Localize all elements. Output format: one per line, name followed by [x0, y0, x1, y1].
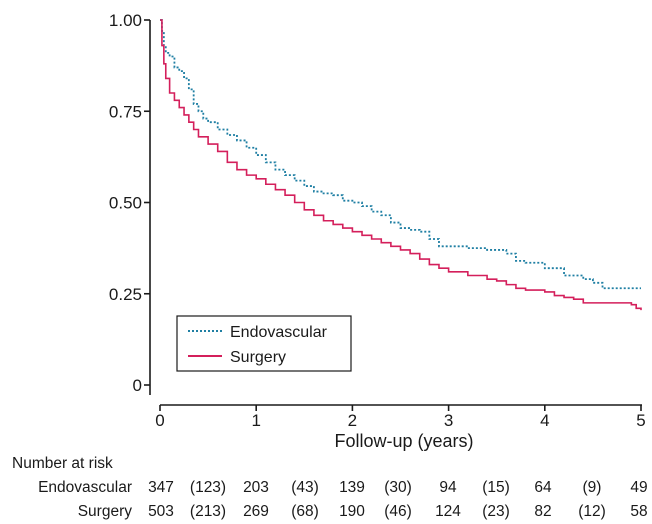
y-tick-label: 0.25 [109, 285, 142, 304]
x-tick-label: 5 [636, 411, 645, 430]
risk-value: 347 [148, 479, 174, 496]
x-tick-label: 4 [540, 411, 549, 430]
risk-row-label-surgery: Surgery [78, 503, 133, 520]
risk-value: 82 [534, 503, 551, 520]
risk-table: Number at risk Endovascular Surgery 347 (… [12, 455, 648, 520]
risk-value: (68) [291, 503, 319, 520]
x-ticks: 0 1 2 3 4 5 [155, 405, 646, 430]
risk-value: 124 [435, 503, 461, 520]
y-tick-label: 1.00 [109, 11, 142, 30]
x-tick-label: 1 [251, 411, 260, 430]
y-tick-label: 0.50 [109, 194, 142, 213]
risk-value: (12) [578, 503, 606, 520]
risk-value: 503 [148, 503, 174, 520]
x-tick-label: 0 [155, 411, 164, 430]
x-axis-title: Follow-up (years) [334, 431, 473, 451]
risk-value: (43) [291, 479, 319, 496]
y-tick-label: 0 [133, 376, 142, 395]
risk-value: 58 [630, 503, 647, 520]
legend: Endovascular Surgery [176, 315, 352, 372]
risk-value: 49 [630, 479, 647, 496]
risk-value: (46) [384, 503, 412, 520]
risk-value: (123) [190, 479, 226, 496]
risk-value: 64 [534, 479, 552, 496]
legend-label-endovascular: Endovascular [230, 324, 328, 341]
series-line-endovascular [160, 19, 641, 290]
y-ticks: 0 0.25 0.50 0.75 1.00 [109, 11, 150, 395]
x-tick-label: 2 [348, 411, 357, 430]
risk-table-title: Number at risk [12, 455, 113, 472]
risk-value: 203 [243, 479, 269, 496]
risk-value: (23) [482, 503, 510, 520]
risk-value: (15) [482, 479, 510, 496]
risk-value: 139 [339, 479, 365, 496]
y-tick-label: 0.75 [109, 102, 142, 121]
series-line-surgery [160, 19, 642, 311]
axes [149, 20, 642, 406]
series-lines [160, 19, 642, 311]
risk-value: 94 [439, 479, 457, 496]
legend-box [176, 315, 352, 372]
risk-values: 347 (123) 203 (43) 139 (30) 94 (15) 64 (9) 49 503 (2… [148, 479, 648, 520]
risk-value: (9) [583, 479, 602, 496]
risk-value: (30) [384, 479, 412, 496]
risk-value: (213) [190, 503, 226, 520]
risk-row-label-endovascular: Endovascular [38, 479, 132, 496]
legend-label-surgery: Surgery [230, 349, 286, 366]
x-tick-label: 3 [444, 411, 453, 430]
risk-value: 269 [243, 503, 269, 520]
risk-value: 190 [339, 503, 365, 520]
